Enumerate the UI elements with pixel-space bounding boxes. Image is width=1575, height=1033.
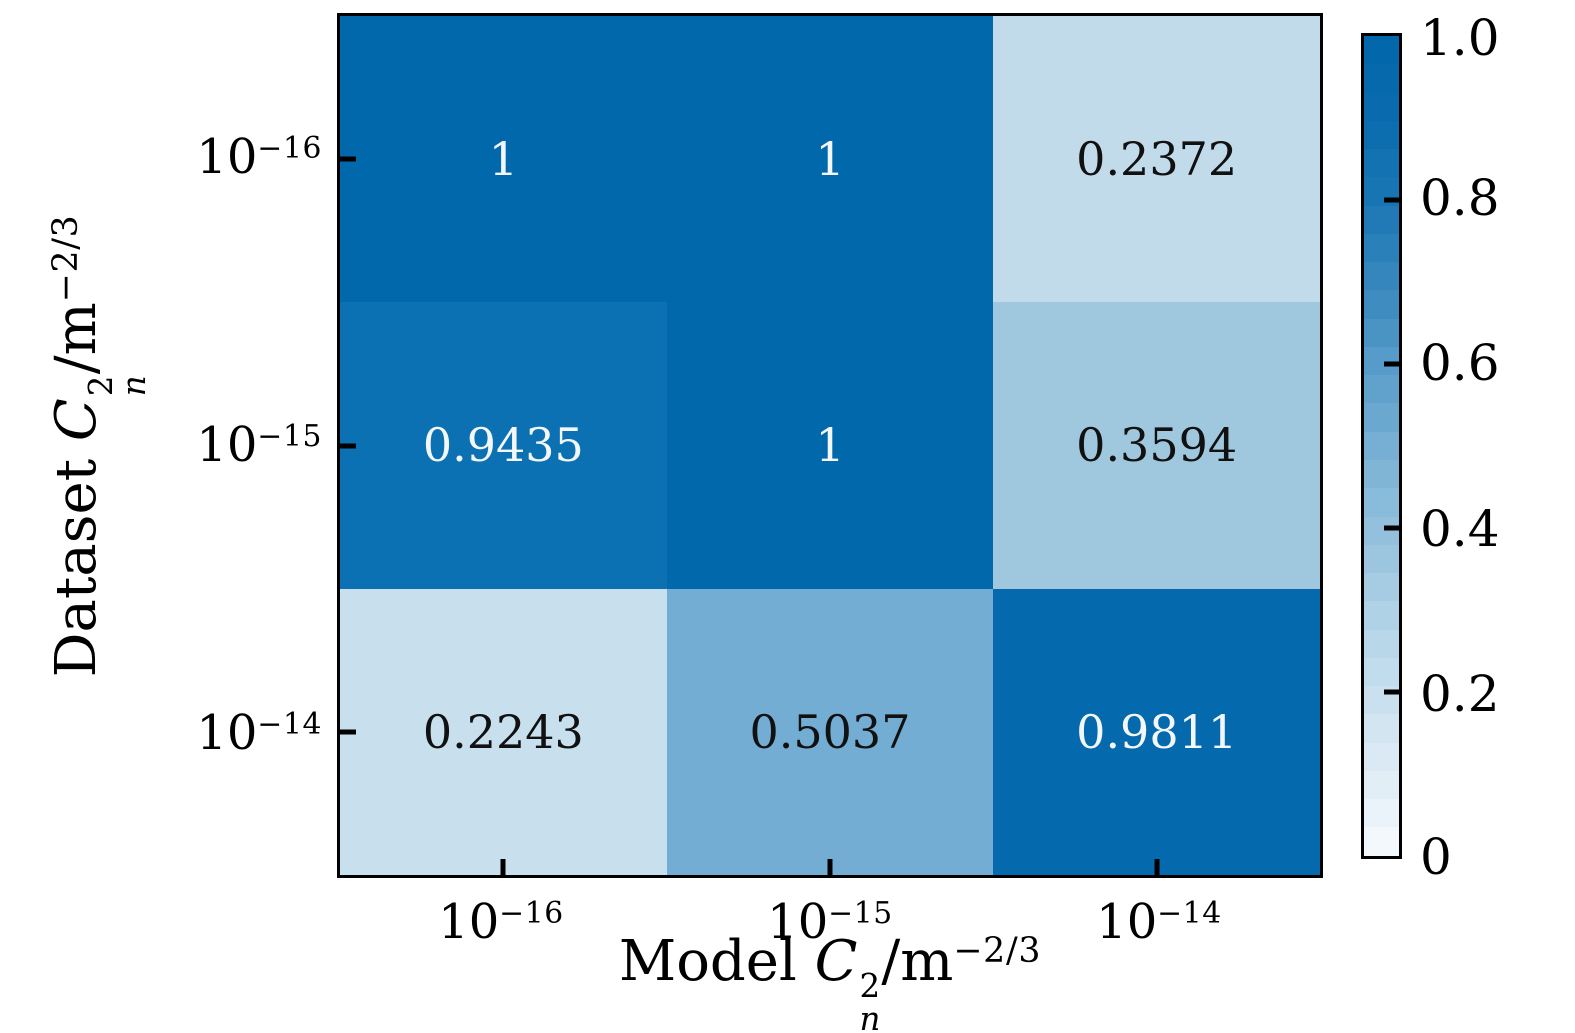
math-subscript: n [114, 375, 153, 397]
colorbar-tick-label: 0 [1420, 828, 1452, 886]
colorbar-band [1364, 318, 1399, 347]
unit-exponent: −2/3 [953, 930, 1042, 971]
colorbar-band [1364, 120, 1399, 150]
colorbar-tick [1384, 197, 1399, 203]
colorbar-band [1364, 149, 1399, 178]
heatmap-cell: 0.9435 [340, 302, 667, 589]
heatmap-cell: 1 [340, 16, 667, 303]
colorbar-band [1364, 64, 1399, 93]
colorbar-band [1364, 375, 1399, 404]
math-superscript: 2 [859, 966, 881, 1005]
unit-text: /m [881, 928, 954, 994]
y-axis-tick-label: 10−15 [0, 421, 322, 469]
colorbar-band [1364, 799, 1399, 828]
colorbar-band [1364, 657, 1399, 687]
colorbar-tick [1384, 689, 1399, 695]
y-axis-tick-label: 10−16 [0, 133, 322, 181]
tick-mantissa: 10 [196, 705, 258, 761]
colorbar-band [1364, 601, 1399, 630]
tick-exponent: −14 [257, 706, 322, 742]
tick-mantissa: 10 [196, 417, 258, 473]
heatmap-cell: 1 [666, 302, 994, 589]
heatmap-cell: 0.2372 [993, 16, 1320, 303]
colorbar-band [1364, 573, 1399, 602]
unit-exponent: −2/3 [45, 214, 86, 303]
colorbar-band [1364, 827, 1399, 856]
math-subscript: n [859, 999, 881, 1033]
tick-mantissa: 10 [767, 894, 829, 950]
colorbar [1361, 33, 1402, 859]
colorbar-band [1364, 403, 1399, 432]
y-axis-tick [340, 156, 356, 162]
y-axis-title: Dataset C 2 n/m−2/3 [44, 214, 153, 678]
colorbar-band [1364, 36, 1399, 65]
tick-exponent: −16 [499, 895, 564, 931]
colorbar-band [1364, 92, 1399, 121]
tick-mantissa: 10 [438, 894, 500, 950]
tick-exponent: −16 [257, 130, 322, 166]
x-axis-tick-label: 10−15 [767, 898, 893, 946]
colorbar-band [1364, 262, 1399, 291]
heatmap-cell: 0.9811 [993, 588, 1320, 875]
x-axis-tick [827, 859, 833, 875]
tick-exponent: −14 [1157, 895, 1222, 931]
heatmap-cell: 1 [666, 16, 994, 303]
colorbar-band [1364, 770, 1399, 800]
tick-exponent: −15 [828, 895, 893, 931]
y-axis-tick-label: 10−14 [0, 709, 322, 757]
x-axis-title: Model C 2 n/m−2/3 [619, 930, 1042, 1033]
heatmap-cell: 0.3594 [993, 302, 1320, 589]
colorbar-band [1364, 346, 1399, 376]
colorbar-band [1364, 714, 1399, 743]
unit-text: /m [43, 302, 109, 375]
colorbar-tick [1384, 361, 1399, 367]
colorbar-tick-label: 0.4 [1420, 500, 1500, 558]
math-symbol-C: C [43, 398, 109, 442]
tick-mantissa: 10 [196, 129, 258, 185]
colorbar-tick [1384, 525, 1399, 531]
heatmap-plot-area: 1 1 0.2372 0.9435 1 0.3594 0.2243 0.5037… [337, 13, 1323, 878]
x-axis-tick-label: 10−14 [1096, 898, 1222, 946]
x-axis-tick-label: 10−16 [438, 898, 564, 946]
colorbar-band [1364, 544, 1399, 574]
colorbar-band [1364, 459, 1399, 489]
x-axis-tick [1154, 859, 1160, 875]
colorbar-tick-label: 1.0 [1420, 9, 1500, 67]
tick-mantissa: 10 [1096, 894, 1158, 950]
colorbar-band [1364, 488, 1399, 517]
y-axis-title-prefix: Dataset [43, 441, 109, 678]
colorbar-band [1364, 629, 1399, 658]
y-axis-tick [340, 443, 356, 448]
math-symbol-C: C [814, 928, 858, 994]
heatmap-cell: 0.5037 [666, 588, 994, 875]
tick-exponent: −15 [257, 418, 322, 454]
x-axis-title-prefix: Model [618, 928, 815, 994]
colorbar-tick-label: 0.6 [1420, 334, 1500, 392]
y-axis-tick [340, 729, 356, 735]
colorbar-tick-label: 0.8 [1420, 169, 1500, 227]
colorbar-band [1364, 742, 1399, 771]
x-axis-tick [500, 859, 506, 875]
math-superscript: 2 [81, 375, 120, 397]
heatmap-cell: 0.2243 [340, 588, 667, 875]
colorbar-band [1364, 516, 1399, 545]
colorbar-band [1364, 205, 1399, 234]
colorbar-band [1364, 290, 1399, 319]
colorbar-gradient [1364, 36, 1399, 856]
colorbar-band [1364, 233, 1399, 263]
colorbar-band [1364, 431, 1399, 460]
colorbar-tick-label: 0.2 [1420, 665, 1500, 723]
